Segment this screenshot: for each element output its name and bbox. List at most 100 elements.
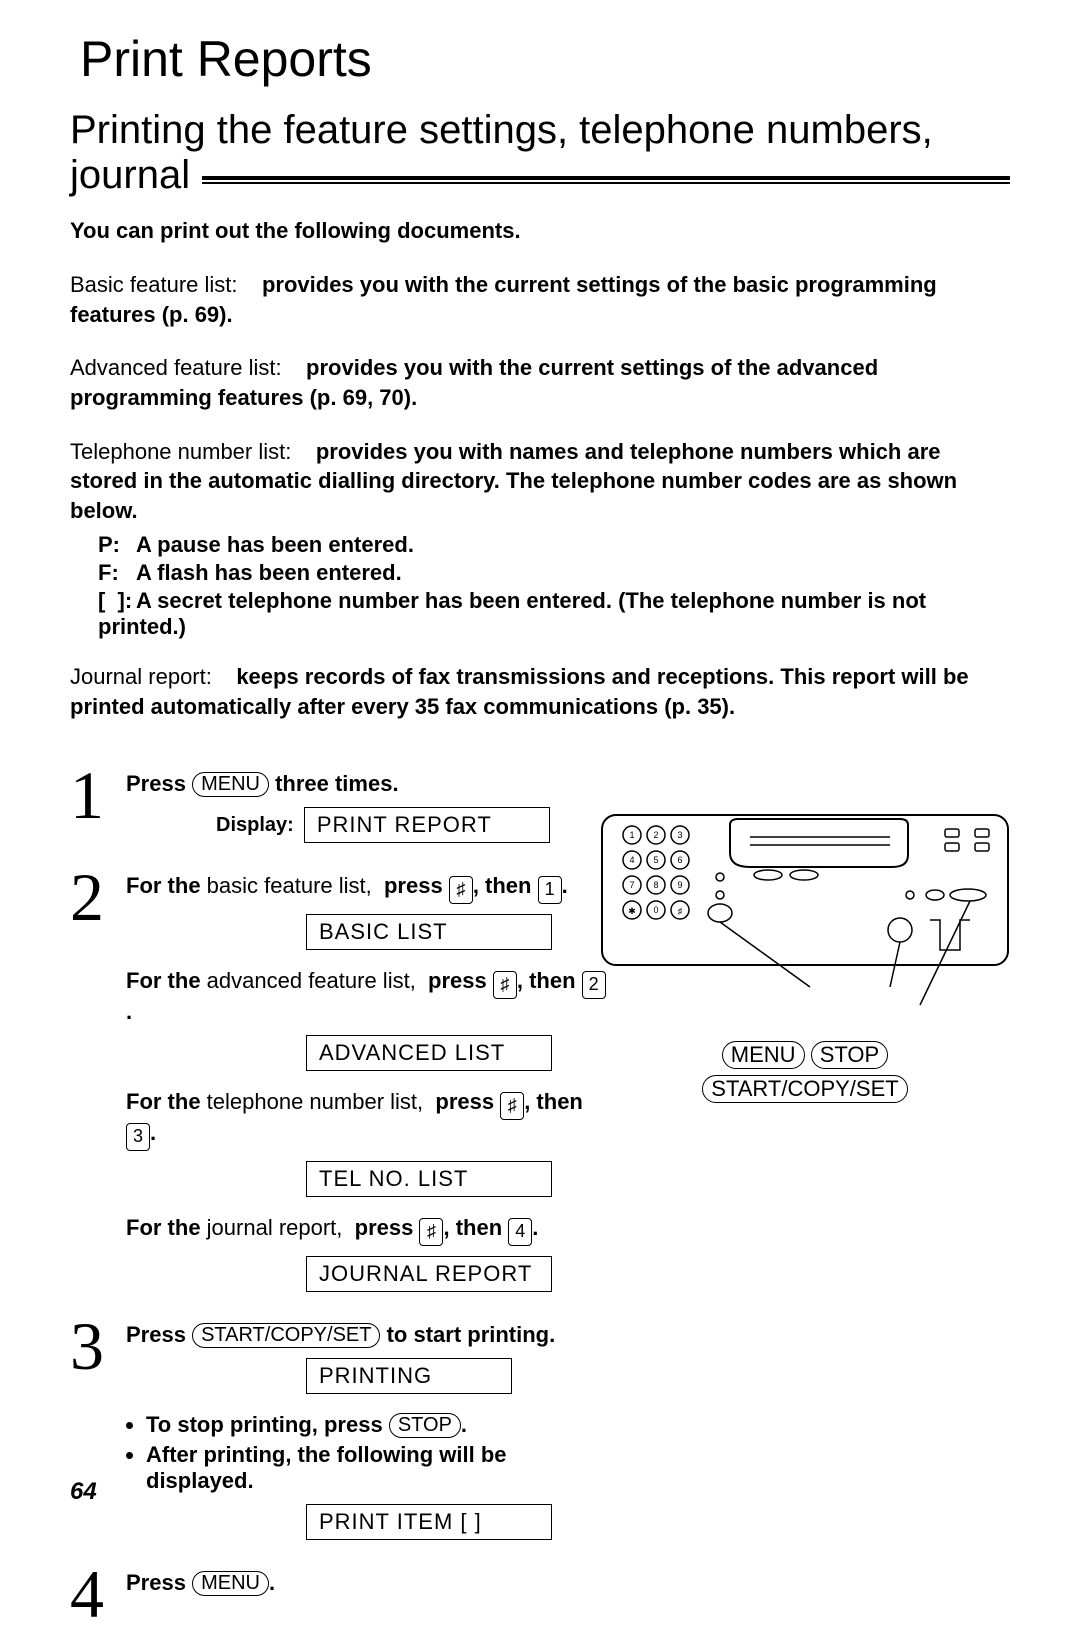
menu-button-label: MENU xyxy=(722,1041,805,1069)
s3-note2: After printing, the following will be di… xyxy=(146,1442,610,1494)
s2-jour-a: For the xyxy=(126,1215,207,1240)
code-f-text: A flash has been entered. xyxy=(136,560,402,585)
s2-basic-c: press xyxy=(384,873,449,898)
s2-basic-d: , then xyxy=(473,873,538,898)
s2-jour-b: journal report, xyxy=(207,1215,349,1240)
svg-text:6: 6 xyxy=(677,855,682,865)
s3-note2-text: After printing, the following will be di… xyxy=(146,1442,507,1493)
s2-jour-e: . xyxy=(532,1215,538,1240)
hash-key: ♯ xyxy=(449,876,473,904)
s1-text-b: three times. xyxy=(269,771,399,796)
device-svg: 1 2 3 4 5 6 7 8 9 ✱ 0 ♯ xyxy=(600,780,1010,1030)
code-list: P:A pause has been entered. F:A flash ha… xyxy=(98,532,1010,640)
intro-text: You can print out the following document… xyxy=(70,218,1010,244)
device-illustration: 1 2 3 4 5 6 7 8 9 ✱ 0 ♯ xyxy=(600,780,1010,1030)
section-title-line2: journal xyxy=(70,153,190,198)
svg-text:♯: ♯ xyxy=(678,906,683,916)
step-3: 3 Press START/COPY/SET to start printing… xyxy=(70,1316,610,1558)
para-telno: Telephone number list: provides you with… xyxy=(70,437,1010,526)
step-2-number: 2 xyxy=(70,867,126,928)
s3-text-a: Press xyxy=(126,1322,192,1347)
key-4: 4 xyxy=(508,1218,532,1246)
s1-display-row: Display: PRINT REPORT xyxy=(216,807,610,843)
s3-notes: To stop printing, press STOP. After prin… xyxy=(126,1412,610,1494)
s2-tel-e: . xyxy=(150,1120,156,1145)
section-title-line1: Printing the feature settings, telephone… xyxy=(70,108,1010,153)
start-button-label: START/COPY/SET xyxy=(702,1075,907,1103)
para-telno-label: Telephone number list: xyxy=(70,439,291,464)
s3-note1-a: To stop printing, press xyxy=(146,1412,389,1437)
svg-text:3: 3 xyxy=(677,830,682,840)
para-journal-label: Journal report: xyxy=(70,664,212,689)
s2-adv-e: . xyxy=(126,999,132,1024)
s2-tel-d: , then xyxy=(524,1089,583,1114)
page-number: 64 xyxy=(70,1478,97,1506)
s2-adv-a: For the xyxy=(126,968,207,993)
page: Print Reports Printing the feature setti… xyxy=(0,0,1080,1526)
svg-text:2: 2 xyxy=(653,830,658,840)
section-rule xyxy=(202,176,1010,184)
s2-adv-b: advanced feature list, xyxy=(207,968,422,993)
step-1: 1 Press MENU three times. Display: PRINT… xyxy=(70,765,610,861)
s3-display1: PRINTING xyxy=(306,1358,512,1394)
s4-text-b: . xyxy=(269,1570,275,1595)
s2-jour-c: press xyxy=(355,1215,420,1240)
s3-display2: PRINT ITEM [ ] xyxy=(306,1504,552,1540)
s3-note1: To stop printing, press STOP. xyxy=(146,1412,610,1438)
svg-text:5: 5 xyxy=(653,855,658,865)
step-4: 4 Press MENU. xyxy=(70,1564,610,1625)
code-bracket-text: A secret telephone number has been enter… xyxy=(98,588,926,639)
s2-tel-a: For the xyxy=(126,1089,207,1114)
s2-basic-e: . xyxy=(562,873,568,898)
device-column: 1 2 3 4 5 6 7 8 9 ✱ 0 ♯ xyxy=(610,745,1010,1631)
s2-adv-display-row: ADVANCED LIST xyxy=(306,1035,610,1071)
s2-tel-display-row: TEL NO. LIST xyxy=(306,1161,610,1197)
s3-text-b: to start printing. xyxy=(380,1322,555,1347)
code-bracket: [ ]:A secret telephone number has been e… xyxy=(98,588,1010,640)
svg-text:0: 0 xyxy=(653,905,658,915)
code-p-text: A pause has been entered. xyxy=(136,532,414,557)
stop-button-label: STOP xyxy=(811,1041,889,1069)
s2-adv-display: ADVANCED LIST xyxy=(306,1035,552,1071)
hash-key: ♯ xyxy=(419,1218,443,1246)
hash-key: ♯ xyxy=(493,971,517,999)
svg-text:4: 4 xyxy=(629,855,634,865)
chapter-title: Print Reports xyxy=(80,30,1010,88)
step-1-number: 1 xyxy=(70,765,126,826)
s2-jour-display-row: JOURNAL REPORT xyxy=(306,1256,610,1292)
menu-button: MENU xyxy=(192,772,269,797)
s3-display2-row: PRINT ITEM [ ] xyxy=(306,1504,610,1540)
display-label: Display: xyxy=(216,814,294,837)
s4-text-a: Press xyxy=(126,1570,192,1595)
key-1: 1 xyxy=(538,876,562,904)
code-p: P:A pause has been entered. xyxy=(98,532,1010,558)
s2-tel-c: press xyxy=(435,1089,500,1114)
s1-display: PRINT REPORT xyxy=(304,807,550,843)
s2-tel-b: telephone number list, xyxy=(207,1089,430,1114)
menu-button: MENU xyxy=(192,1571,269,1596)
s2-basic-a: For the xyxy=(126,873,207,898)
step-4-number: 4 xyxy=(70,1564,126,1625)
svg-text:1: 1 xyxy=(629,830,634,840)
para-advanced: Advanced feature list: provides you with… xyxy=(70,353,1010,412)
step-3-number: 3 xyxy=(70,1316,126,1377)
s2-adv-d: , then xyxy=(517,968,582,993)
s2-adv-c: press xyxy=(428,968,493,993)
steps: 1 Press MENU three times. Display: PRINT… xyxy=(70,765,610,1625)
s2-basic-display-row: BASIC LIST xyxy=(306,914,610,950)
section-heading: Printing the feature settings, telephone… xyxy=(70,108,1010,198)
code-f: F:A flash has been entered. xyxy=(98,560,1010,586)
para-advanced-label: Advanced feature list: xyxy=(70,355,282,380)
s3-display1-row: PRINTING xyxy=(306,1358,610,1394)
step-2: 2 For the basic feature list, press ♯, t… xyxy=(70,867,610,1310)
svg-text:8: 8 xyxy=(653,880,658,890)
s3-note1-b: . xyxy=(461,1412,467,1437)
stop-button: STOP xyxy=(389,1413,461,1438)
hash-key: ♯ xyxy=(500,1092,524,1120)
para-journal-text-a: keeps records of fax transmissions and r… xyxy=(236,664,774,689)
s2-tel-display: TEL NO. LIST xyxy=(306,1161,552,1197)
svg-text:7: 7 xyxy=(629,880,634,890)
svg-text:9: 9 xyxy=(677,880,682,890)
steps-and-device: 1 Press MENU three times. Display: PRINT… xyxy=(70,745,1010,1631)
svg-text:✱: ✱ xyxy=(628,906,636,916)
